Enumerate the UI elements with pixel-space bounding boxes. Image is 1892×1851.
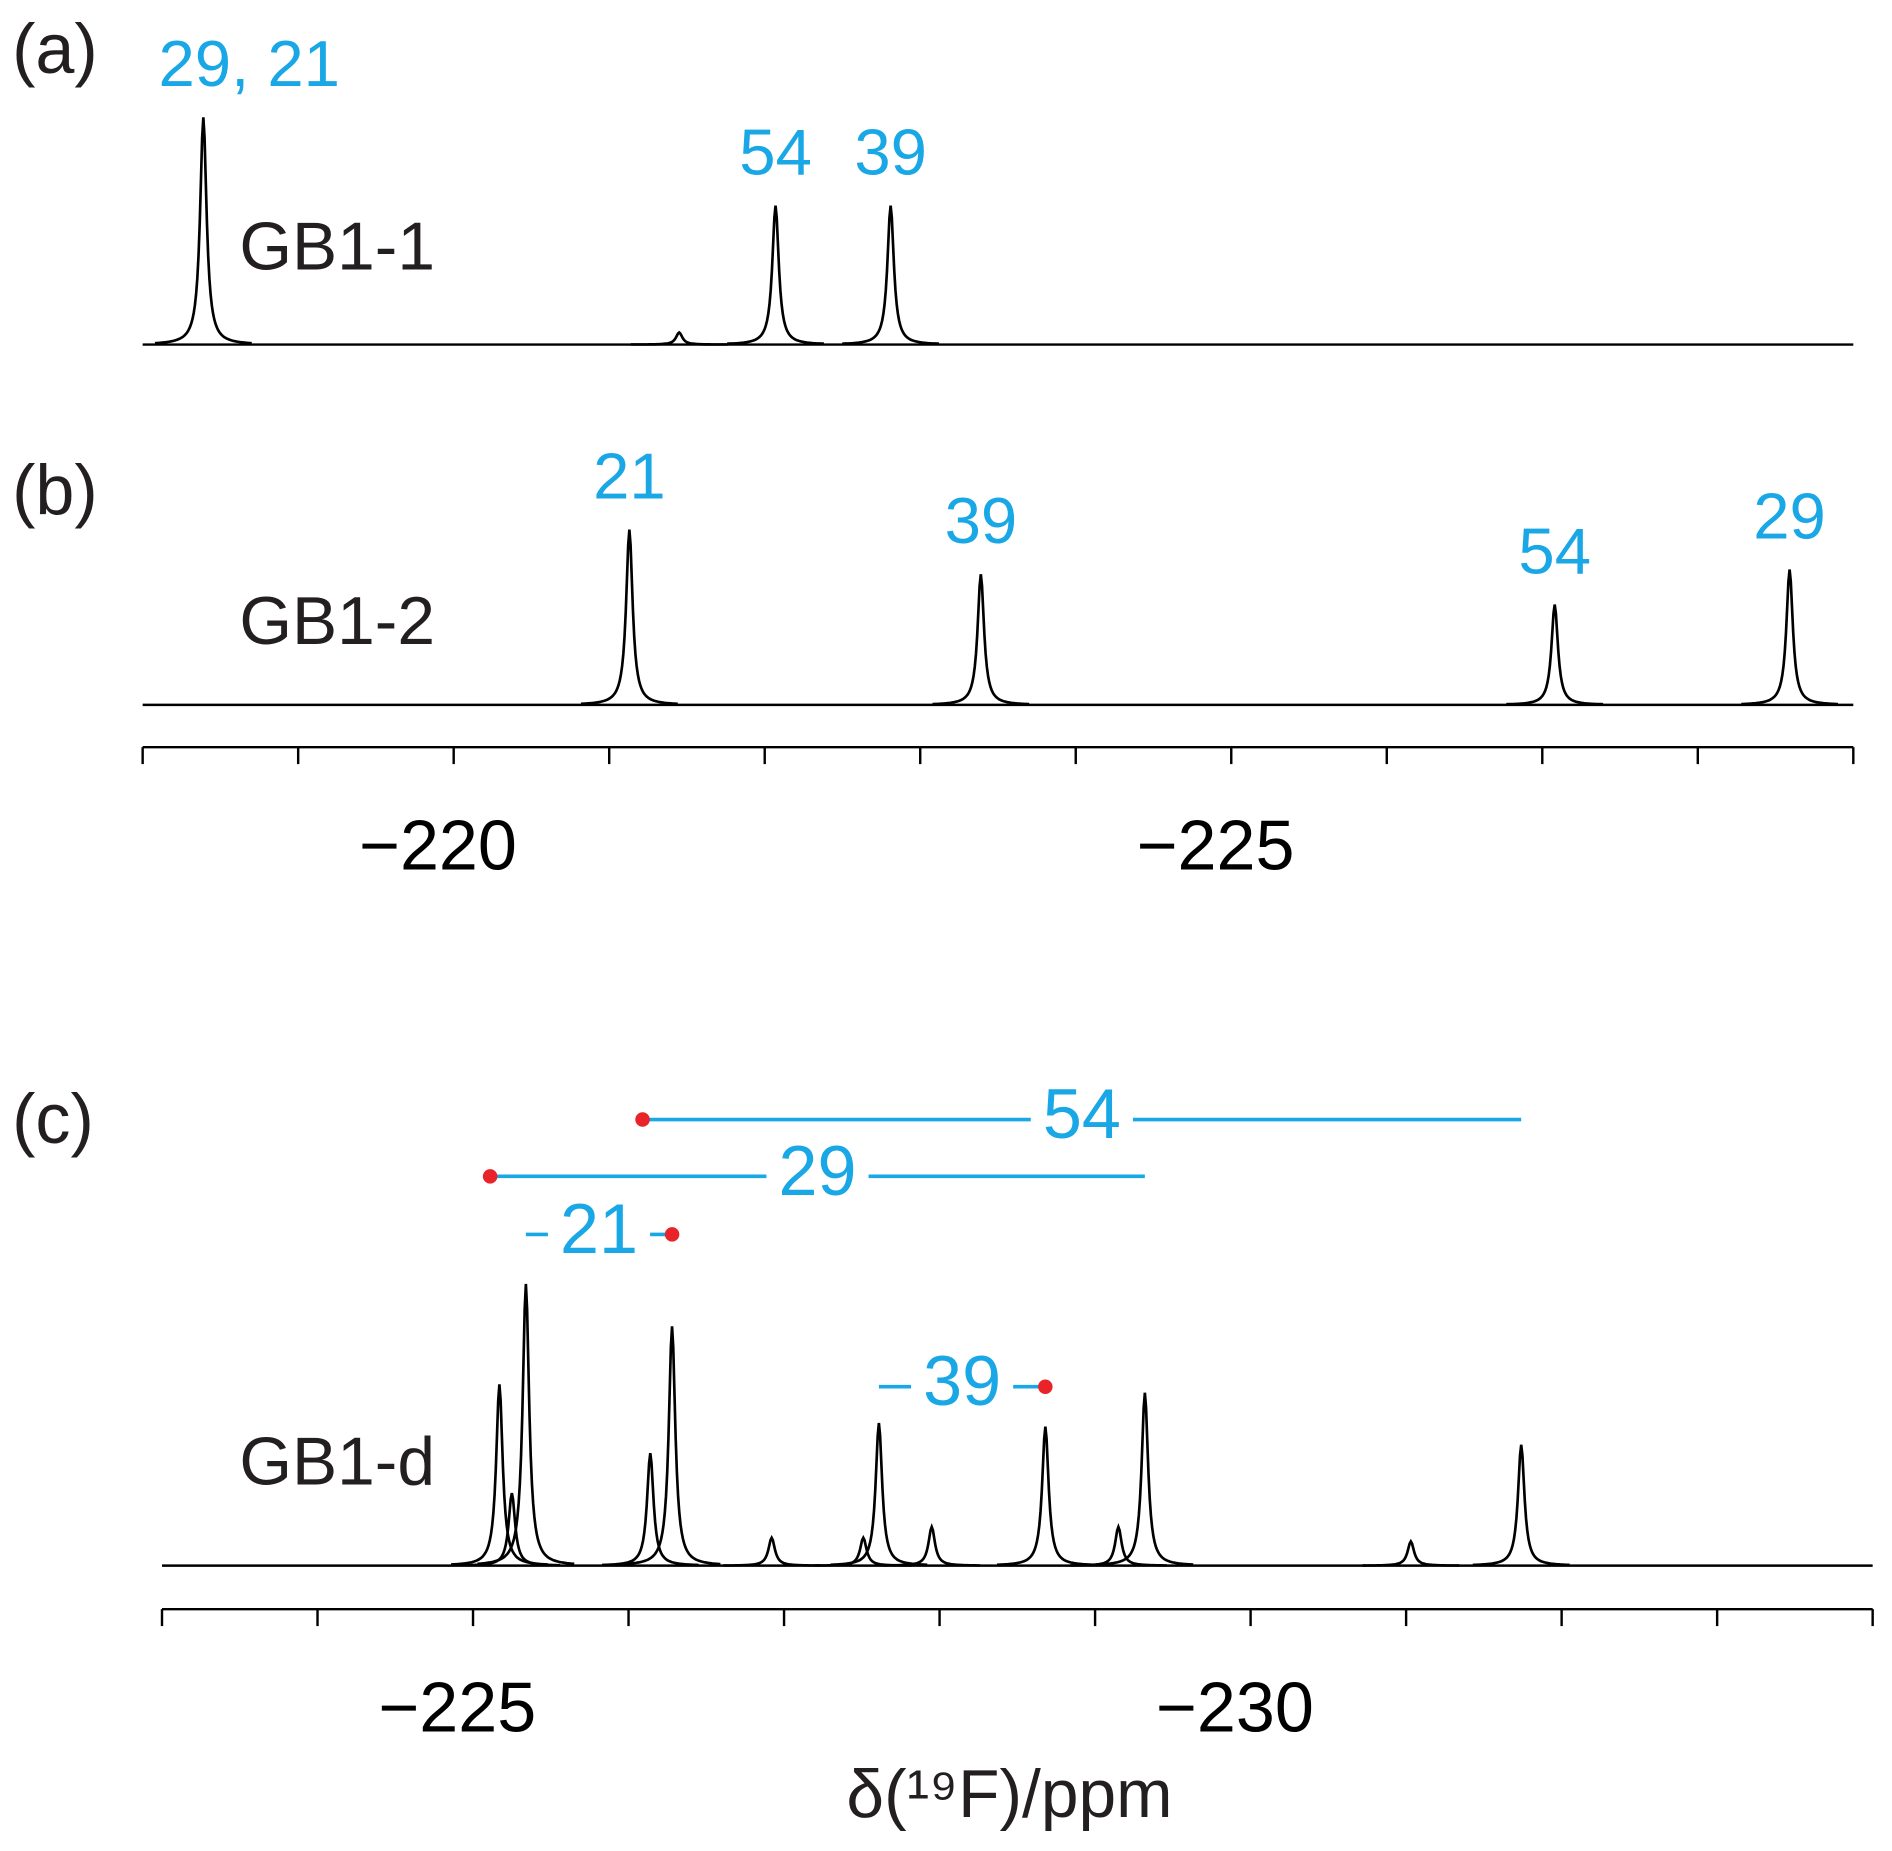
peak [623,1326,721,1566]
panel-label: (c) [12,1080,94,1158]
peak [727,205,825,346]
peak-label: 39 [854,115,927,188]
peak [580,529,678,706]
peak [1096,1392,1194,1566]
peak-label: 39 [945,484,1018,557]
peak-label: 21 [593,439,666,512]
x-tick-label: −225 [378,1669,536,1747]
peak [154,117,252,345]
peak [814,1534,912,1567]
sample-label: GB1-d [239,1424,435,1499]
annotation-label: 29 [778,1132,856,1210]
peak [477,1283,575,1566]
peak [1472,1444,1570,1567]
peak [830,1422,928,1566]
peak [451,1384,548,1566]
x-axis-label: δ(¹⁹F)/ppm [846,1757,1172,1832]
sample-label: GB1-1 [239,209,435,284]
annotation-dot [482,1169,498,1184]
annotation-label: 21 [560,1190,638,1268]
annotation-dot [635,1112,650,1127]
peak [842,205,940,346]
x-tick-label: −225 [1137,807,1295,885]
peak-label: 29, 21 [159,27,340,100]
annotation-label: 54 [1043,1075,1121,1153]
peak [723,1534,821,1567]
peak-label: 54 [1518,514,1591,587]
peak [601,1453,699,1567]
peak [1070,1522,1167,1567]
peak [1362,1538,1460,1567]
peak [932,574,1030,706]
annotation-label: 39 [923,1342,1001,1420]
x-tick-label: −220 [359,807,517,885]
x-tick-label: −230 [1156,1669,1314,1747]
annotation-dot [1038,1379,1053,1394]
peak [883,1522,981,1567]
peak-label: 29 [1753,479,1826,552]
peak-label: 54 [739,115,812,188]
sample-label: GB1-2 [239,584,435,659]
peak [630,330,728,346]
peak [996,1426,1094,1567]
peak [1506,604,1604,706]
peak [1741,569,1838,706]
annotation-dot [664,1227,680,1242]
panel-label: (a) [12,10,98,88]
panel-label: (b) [12,451,98,529]
